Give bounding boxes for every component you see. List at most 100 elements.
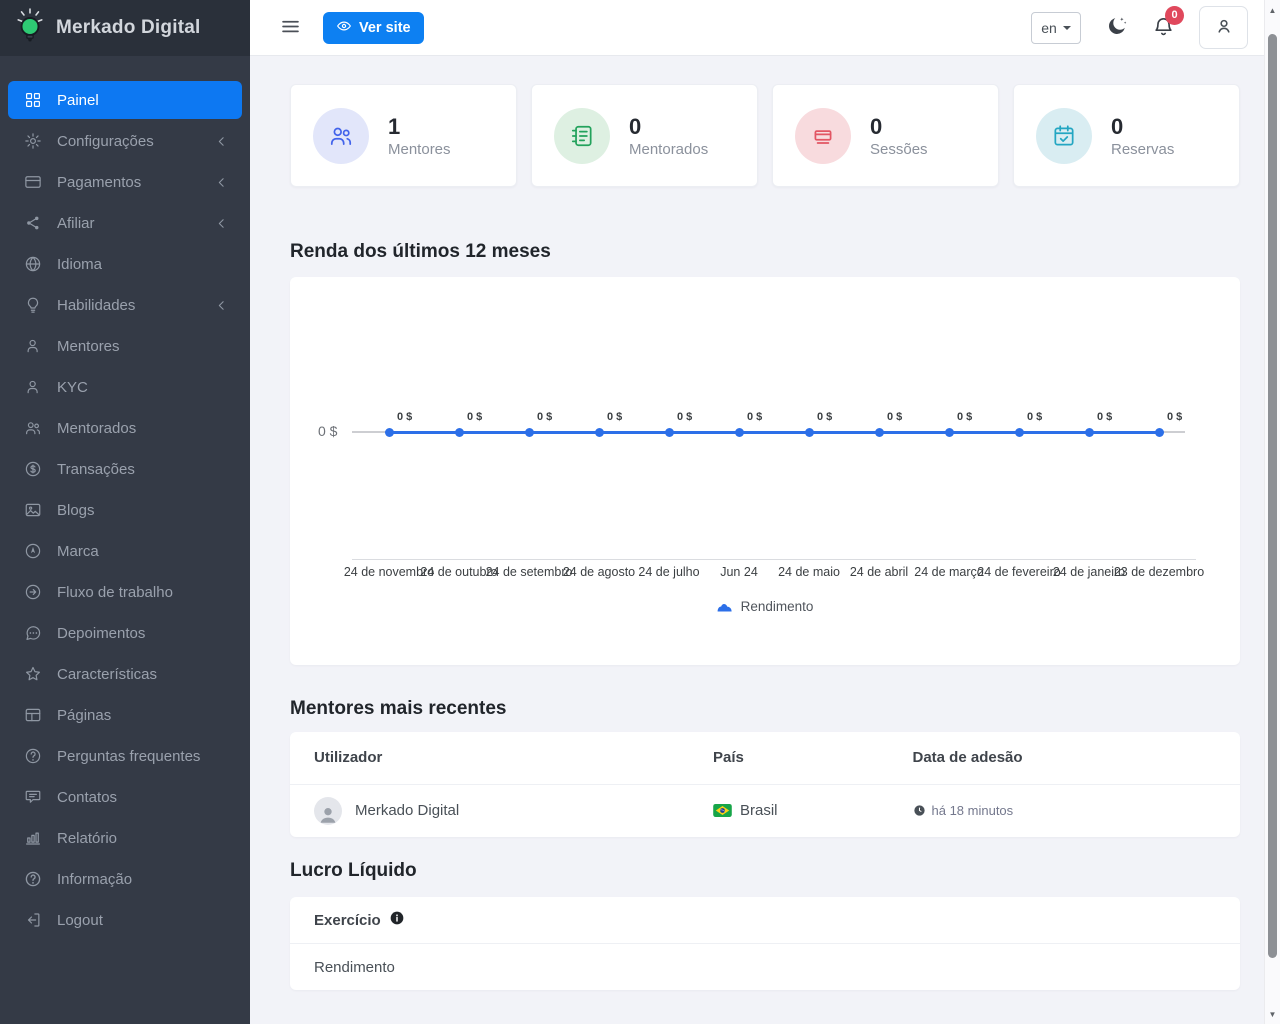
sidebar-item-perguntas-frequentes[interactable]: Perguntas frequentes <box>8 737 242 775</box>
share-icon <box>24 214 42 232</box>
chart-point-label: 0 $ <box>677 411 692 423</box>
column-header-data-de-adesao: Data de adesão <box>889 732 1241 784</box>
main-scrollbar: ▲ ▼ <box>1264 0 1280 1024</box>
message-icon <box>24 788 42 806</box>
chart-point[interactable] <box>595 428 604 437</box>
recent-mentors-table: UtilizadorPaísData de adesão Merkado Dig… <box>290 732 1240 837</box>
sidebar-item-pagamentos[interactable]: Pagamentos <box>8 163 242 201</box>
chart-point-label: 0 $ <box>1097 411 1112 423</box>
sidebar-item-label: Relatório <box>57 830 117 847</box>
sidebar-item-blogs[interactable]: Blogs <box>8 491 242 529</box>
sidebar-item-depoimentos[interactable]: Depoimentos <box>8 614 242 652</box>
topbar-actions: en <box>1031 6 1248 49</box>
sidebar-item-fluxo-de-trabalho[interactable]: Fluxo de trabalho <box>8 573 242 611</box>
sidebar-item-idioma[interactable]: Idioma <box>8 245 242 283</box>
menu-toggle-button[interactable] <box>280 16 301 40</box>
sidebar-item-logout[interactable]: Logout <box>8 901 242 939</box>
sidebar-item-caracteristicas[interactable]: Características <box>8 655 242 693</box>
sidebar-item-label: Idioma <box>57 256 102 273</box>
gear-icon <box>24 132 42 150</box>
scrollbar-down-arrow[interactable]: ▼ <box>1265 1006 1280 1022</box>
compass-icon <box>24 542 42 560</box>
chart-point-label: 0 $ <box>887 411 902 423</box>
help-circle-icon <box>24 870 42 888</box>
sidebar-item-afiliar[interactable]: Afiliar <box>8 204 242 242</box>
sidebar-item-contatos[interactable]: Contatos <box>8 778 242 816</box>
sidebar-item-label: Perguntas frequentes <box>57 748 200 765</box>
layout-icon <box>24 706 42 724</box>
sidebar-item-configuracoes[interactable]: Configurações <box>8 122 242 160</box>
chart-point[interactable] <box>1015 428 1024 437</box>
bar-chart-icon <box>24 829 42 847</box>
chart-x-label: 24 de fevereiro <box>977 565 1060 579</box>
language-value: en <box>1041 20 1057 36</box>
sidebar-item-informacao[interactable]: Informação <box>8 860 242 898</box>
stat-value: 0 <box>1111 113 1174 141</box>
chart-point[interactable] <box>385 428 394 437</box>
recent-mentors-table-card: UtilizadorPaísData de adesão Merkado Dig… <box>290 732 1240 837</box>
sidebar-item-habilidades[interactable]: Habilidades <box>8 286 242 324</box>
stat-label: Reservas <box>1111 141 1174 158</box>
scrollbar-thumb[interactable] <box>1268 34 1277 958</box>
sidebar-item-kyc[interactable]: KYC <box>8 368 242 406</box>
stat-label: Mentorados <box>629 141 708 158</box>
sidebar-item-paginas[interactable]: Páginas <box>8 696 242 734</box>
chart-legend: Rendimento <box>717 599 814 614</box>
stat-value: 1 <box>388 113 451 141</box>
stat-card-mentorados: 0Mentorados <box>531 84 758 187</box>
arrow-right-circle-icon <box>24 583 42 601</box>
user-menu-button[interactable] <box>1199 6 1248 49</box>
avatar <box>314 797 342 825</box>
user-icon <box>24 337 42 355</box>
chart-point[interactable] <box>735 428 744 437</box>
table-row[interactable]: Merkado DigitalBrasilhá 18 minutos <box>290 784 1240 837</box>
language-selector[interactable]: en <box>1031 12 1081 44</box>
sidebar-item-mentorados[interactable]: Mentorados <box>8 409 242 447</box>
user-icon <box>24 378 42 396</box>
table-body: Merkado DigitalBrasilhá 18 minutos <box>290 784 1240 837</box>
clock-icon <box>913 804 926 817</box>
info-icon[interactable] <box>389 910 405 930</box>
sidebar-item-painel[interactable]: Painel <box>8 81 242 119</box>
chart-x-label: 24 de maio <box>778 565 840 579</box>
chart-point[interactable] <box>455 428 464 437</box>
notifications-button[interactable]: 0 <box>1152 15 1175 41</box>
chart-point[interactable] <box>525 428 534 437</box>
view-site-button[interactable]: Ver site <box>323 12 424 44</box>
chart-point-label: 0 $ <box>747 411 762 423</box>
hamburger-icon <box>280 16 301 40</box>
globe-icon <box>24 255 42 273</box>
chart-point[interactable] <box>805 428 814 437</box>
brazil-flag-icon <box>713 804 732 817</box>
sidebar-item-label: Transações <box>57 461 135 478</box>
chart-point[interactable] <box>1085 428 1094 437</box>
net-profit-title: Lucro Líquido <box>290 860 1240 882</box>
sidebar-item-label: Pagamentos <box>57 174 141 191</box>
chart-point[interactable] <box>945 428 954 437</box>
legend-marker-icon <box>717 602 733 612</box>
sidebar-item-marca[interactable]: Marca <box>8 532 242 570</box>
chart-point[interactable] <box>1155 428 1164 437</box>
scrollbar-up-arrow[interactable]: ▲ <box>1265 2 1280 18</box>
brand-title: Merkado Digital <box>56 17 200 39</box>
table-header-row: UtilizadorPaísData de adesão <box>290 732 1240 784</box>
stats-row: 1Mentores0Mentorados0Sessões0Reservas <box>290 84 1240 187</box>
sidebar-item-transacoes[interactable]: Transações <box>8 450 242 488</box>
stat-card-reservas: 0Reservas <box>1013 84 1240 187</box>
sidebar-item-label: Fluxo de trabalho <box>57 584 173 601</box>
brand[interactable]: Merkado Digital <box>0 0 250 56</box>
sidebar-item-mentores[interactable]: Mentores <box>8 327 242 365</box>
logo-lightbulb-icon <box>14 7 46 50</box>
column-header-utilizador: Utilizador <box>290 732 689 784</box>
chart-point[interactable] <box>665 428 674 437</box>
net-profit-card: Exercício Rendimento <box>290 897 1240 990</box>
sidebar-item-label: Informação <box>57 871 132 888</box>
grid-icon <box>24 91 42 109</box>
sidebar-item-label: Depoimentos <box>57 625 145 642</box>
sidebar-item-relatorio[interactable]: Relatório <box>8 819 242 857</box>
chart-x-label: Jun 24 <box>720 565 758 579</box>
chart-x-label: 24 de julho <box>638 565 699 579</box>
dark-mode-toggle[interactable] <box>1105 15 1128 41</box>
chart-point[interactable] <box>875 428 884 437</box>
image-icon <box>24 501 42 519</box>
